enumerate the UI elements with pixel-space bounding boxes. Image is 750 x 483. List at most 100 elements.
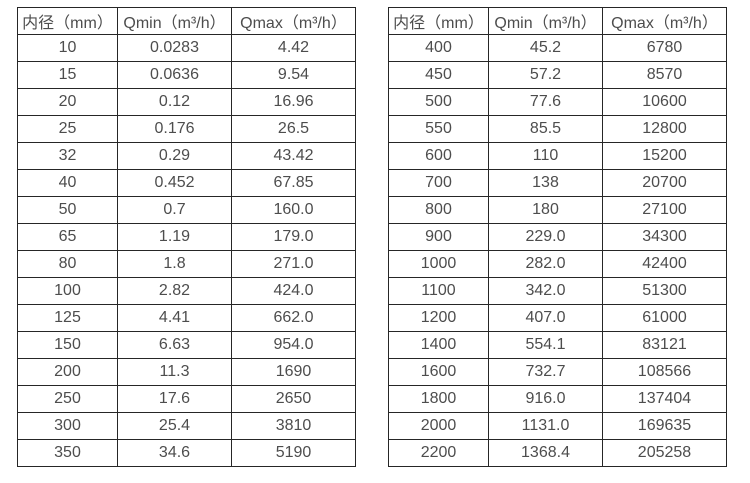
table-row: 20 0.12 16.96 xyxy=(17,88,356,116)
qmin-cell: 0.12 xyxy=(117,88,232,116)
diameter-cell: 1200 xyxy=(388,304,489,332)
diameter-cell: 32 xyxy=(17,142,118,170)
diameter-cell: 900 xyxy=(388,223,489,251)
table-row: 2200 1368.4 205258 xyxy=(388,439,727,467)
qmin-cell: 342.0 xyxy=(488,277,603,305)
qmin-cell: 6.63 xyxy=(117,331,232,359)
table-row: 15 0.0636 9.54 xyxy=(17,61,356,89)
table-row: 125 4.41 662.0 xyxy=(17,304,356,332)
qmin-cell: 916.0 xyxy=(488,385,603,413)
qmax-cell: 42400 xyxy=(602,250,727,278)
diameter-cell: 15 xyxy=(17,61,118,89)
qmax-cell: 424.0 xyxy=(231,277,356,305)
qmax-cell: 20700 xyxy=(602,169,727,197)
qmin-cell: 57.2 xyxy=(488,61,603,89)
qmin-cell: 407.0 xyxy=(488,304,603,332)
table-row: 200 11.3 1690 xyxy=(17,358,356,386)
qmax-cell: 4.42 xyxy=(231,34,356,62)
qmax-cell: 83121 xyxy=(602,331,727,359)
diameter-cell: 250 xyxy=(17,385,118,413)
qmax-cell: 1690 xyxy=(231,358,356,386)
diameter-cell: 550 xyxy=(388,115,489,143)
diameter-cell: 10 xyxy=(17,34,118,62)
qmin-cell: 138 xyxy=(488,169,603,197)
qmax-cell: 34300 xyxy=(602,223,727,251)
table-row: 150 6.63 954.0 xyxy=(17,331,356,359)
qmax-cell: 15200 xyxy=(602,142,727,170)
qmax-cell: 67.85 xyxy=(231,169,356,197)
diameter-cell: 40 xyxy=(17,169,118,197)
diameter-cell: 600 xyxy=(388,142,489,170)
table-row: 1400 554.1 83121 xyxy=(388,331,727,359)
diameter-cell: 300 xyxy=(17,412,118,440)
diameter-cell: 100 xyxy=(17,277,118,305)
table-header-row: 内径（mm） Qmin（m³/h） Qmax（m³/h） xyxy=(17,7,356,35)
qmin-cell: 85.5 xyxy=(488,115,603,143)
qmin-cell: 77.6 xyxy=(488,88,603,116)
qmax-cell: 271.0 xyxy=(231,250,356,278)
qmin-cell: 25.4 xyxy=(117,412,232,440)
diameter-cell: 400 xyxy=(388,34,489,62)
diameter-cell: 50 xyxy=(17,196,118,224)
table-row: 1100 342.0 51300 xyxy=(388,277,727,305)
table-row: 300 25.4 3810 xyxy=(17,412,356,440)
flow-range-table-small: 内径（mm） Qmin（m³/h） Qmax（m³/h） 10 0.0283 4.4… xyxy=(17,7,356,467)
table-row: 2000 1131.0 169635 xyxy=(388,412,727,440)
diameter-cell: 1600 xyxy=(388,358,489,386)
qmax-cell: 10600 xyxy=(602,88,727,116)
diameter-cell: 80 xyxy=(17,250,118,278)
diameter-cell: 200 xyxy=(17,358,118,386)
qmin-cell: 34.6 xyxy=(117,439,232,467)
diameter-cell: 20 xyxy=(17,88,118,116)
qmin-cell: 4.41 xyxy=(117,304,232,332)
qmin-cell: 554.1 xyxy=(488,331,603,359)
qmax-cell: 16.96 xyxy=(231,88,356,116)
qmax-cell: 6780 xyxy=(602,34,727,62)
diameter-cell: 800 xyxy=(388,196,489,224)
table-row: 50 0.7 160.0 xyxy=(17,196,356,224)
qmax-cell: 954.0 xyxy=(231,331,356,359)
table-row: 32 0.29 43.42 xyxy=(17,142,356,170)
col-header-diameter: 内径（mm） xyxy=(388,7,489,35)
table-row: 100 2.82 424.0 xyxy=(17,277,356,305)
qmax-cell: 43.42 xyxy=(231,142,356,170)
diameter-cell: 1800 xyxy=(388,385,489,413)
qmin-cell: 229.0 xyxy=(488,223,603,251)
diameter-cell: 1100 xyxy=(388,277,489,305)
qmin-cell: 0.0283 xyxy=(117,34,232,62)
qmin-cell: 1.8 xyxy=(117,250,232,278)
table-row: 80 1.8 271.0 xyxy=(17,250,356,278)
table-row: 900 229.0 34300 xyxy=(388,223,727,251)
qmax-cell: 662.0 xyxy=(231,304,356,332)
qmax-cell: 5190 xyxy=(231,439,356,467)
diameter-cell: 150 xyxy=(17,331,118,359)
qmax-cell: 9.54 xyxy=(231,61,356,89)
col-header-qmax: Qmax（m³/h） xyxy=(231,7,356,35)
qmax-cell: 169635 xyxy=(602,412,727,440)
table-row: 700 138 20700 xyxy=(388,169,727,197)
qmax-cell: 205258 xyxy=(602,439,727,467)
table-body: 10 0.0283 4.42 15 0.0636 9.54 20 0.12 16.96 25 0.1… xyxy=(17,34,356,467)
diameter-cell: 1000 xyxy=(388,250,489,278)
qmax-cell: 2650 xyxy=(231,385,356,413)
col-header-qmax: Qmax（m³/h） xyxy=(602,7,727,35)
flow-range-table-large: 内径（mm） Qmin（m³/h） Qmax（m³/h） 400 45.2 6780… xyxy=(388,7,727,467)
qmin-cell: 2.82 xyxy=(117,277,232,305)
table-row: 350 34.6 5190 xyxy=(17,439,356,467)
diameter-cell: 2200 xyxy=(388,439,489,467)
qmin-cell: 282.0 xyxy=(488,250,603,278)
diameter-cell: 1400 xyxy=(388,331,489,359)
table-row: 500 77.6 10600 xyxy=(388,88,727,116)
qmax-cell: 160.0 xyxy=(231,196,356,224)
qmax-cell: 3810 xyxy=(231,412,356,440)
table-row: 550 85.5 12800 xyxy=(388,115,727,143)
table-row: 25 0.176 26.5 xyxy=(17,115,356,143)
table-row: 250 17.6 2650 xyxy=(17,385,356,413)
diameter-cell: 125 xyxy=(17,304,118,332)
diameter-cell: 350 xyxy=(17,439,118,467)
qmin-cell: 1131.0 xyxy=(488,412,603,440)
diameter-cell: 700 xyxy=(388,169,489,197)
col-header-diameter: 内径（mm） xyxy=(17,7,118,35)
qmin-cell: 110 xyxy=(488,142,603,170)
table-row: 450 57.2 8570 xyxy=(388,61,727,89)
